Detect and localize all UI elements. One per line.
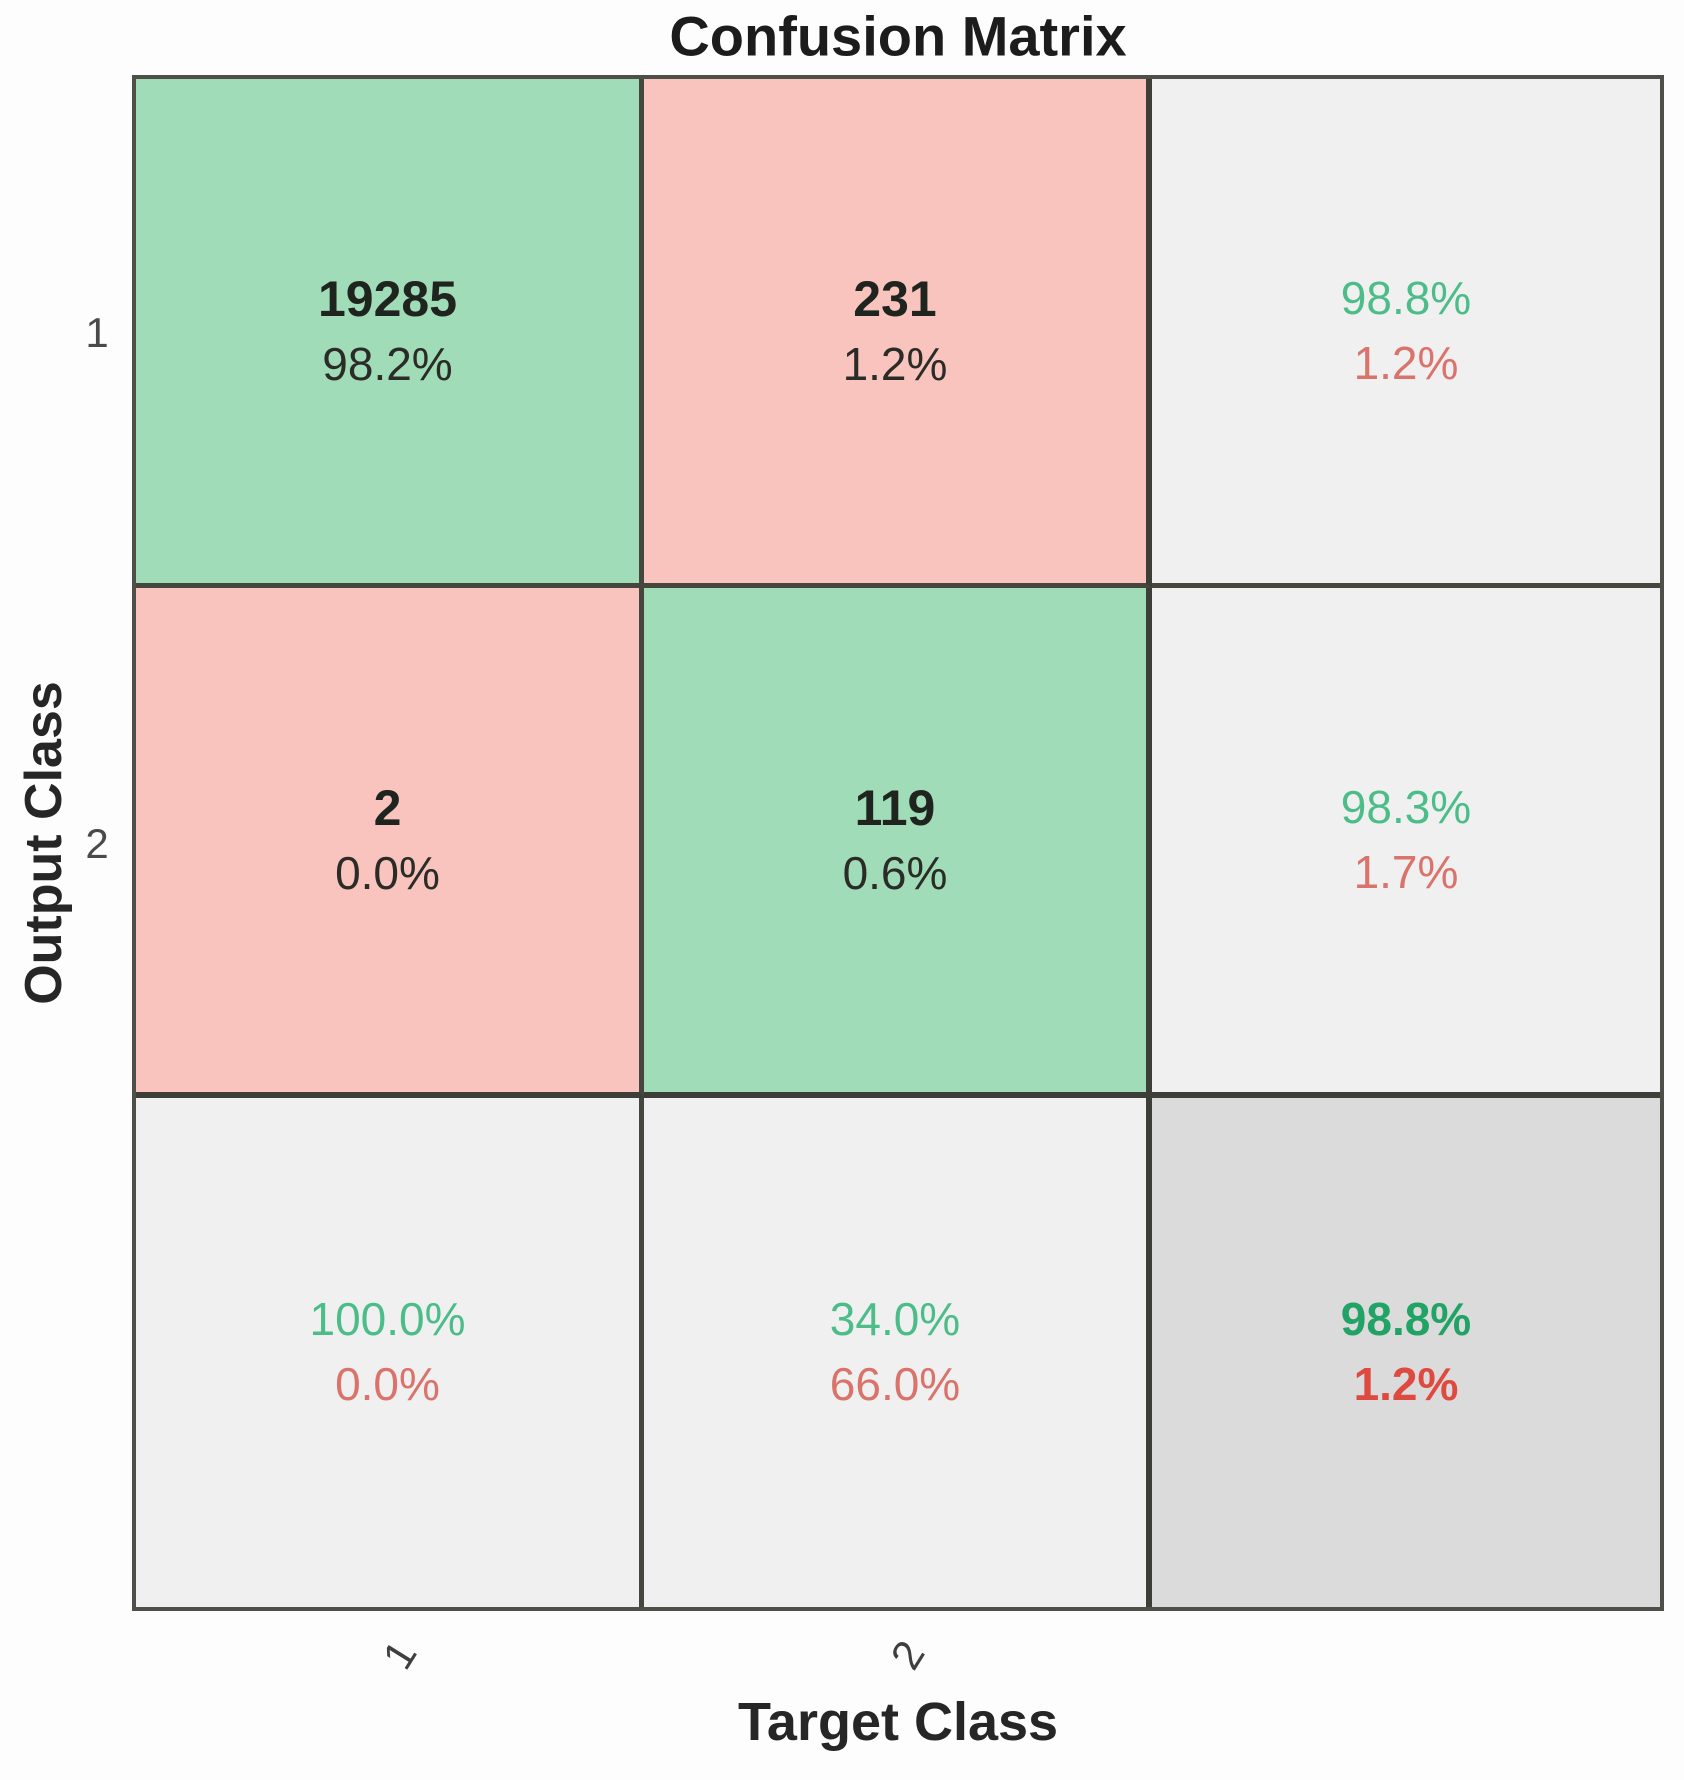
x-tick-2: 2 (881, 1632, 934, 1678)
cell-count: 19285 (317, 271, 458, 328)
cell-percent: 0.0% (335, 847, 440, 900)
x-tick-1: 1 (373, 1632, 426, 1678)
y-tick-1: 1 (85, 309, 109, 356)
summary-incorrect-percent: 66.0% (829, 1358, 961, 1411)
cell-percent: 98.2% (322, 338, 453, 391)
summary-correct-percent: 34.0% (829, 1293, 961, 1346)
y-axis-label: Output Class (15, 681, 73, 1005)
cell-percent: 1.2% (842, 338, 948, 391)
cell-r3c2-column-summary: 34.0% 66.0% (644, 1097, 1152, 1607)
overall-error-percent: 1.2% (1353, 1358, 1459, 1411)
summary-incorrect-percent: 1.7% (1353, 845, 1459, 898)
confusion-matrix-grid: 19285 98.2% 231 1.2% 98.8% 1.2% 2 0.0% 1… (132, 75, 1664, 1611)
cell-r2c2-true-negative: 119 0.6% (644, 588, 1152, 1098)
summary-incorrect-percent: 1.2% (1353, 337, 1459, 390)
cell-count: 231 (853, 271, 937, 328)
cell-percent: 0.6% (842, 847, 948, 900)
y-tick-2: 2 (85, 820, 109, 867)
cell-r1c3-row-summary: 98.8% 1.2% (1152, 79, 1660, 589)
cell-r3c1-column-summary: 100.0% 0.0% (136, 1097, 644, 1607)
cell-r1c1-true-positive: 19285 98.2% (136, 79, 644, 589)
cell-r2c1-false-negative: 2 0.0% (136, 588, 644, 1098)
cell-r2c3-row-summary: 98.3% 1.7% (1152, 588, 1660, 1098)
cell-count: 119 (854, 780, 936, 837)
summary-correct-percent: 98.3% (1340, 781, 1472, 834)
x-axis-label: Target Class (737, 1692, 1059, 1752)
overall-accuracy-percent: 98.8% (1340, 1293, 1472, 1346)
summary-correct-percent: 98.8% (1340, 272, 1472, 325)
summary-correct-percent: 100.0% (309, 1293, 466, 1346)
chart-title: Confusion Matrix (669, 4, 1127, 68)
cell-count: 2 (373, 780, 402, 837)
summary-incorrect-percent: 0.0% (335, 1358, 440, 1411)
cell-r3c3-overall-accuracy: 98.8% 1.2% (1152, 1097, 1660, 1607)
cell-r1c2-false-positive: 231 1.2% (644, 79, 1152, 589)
